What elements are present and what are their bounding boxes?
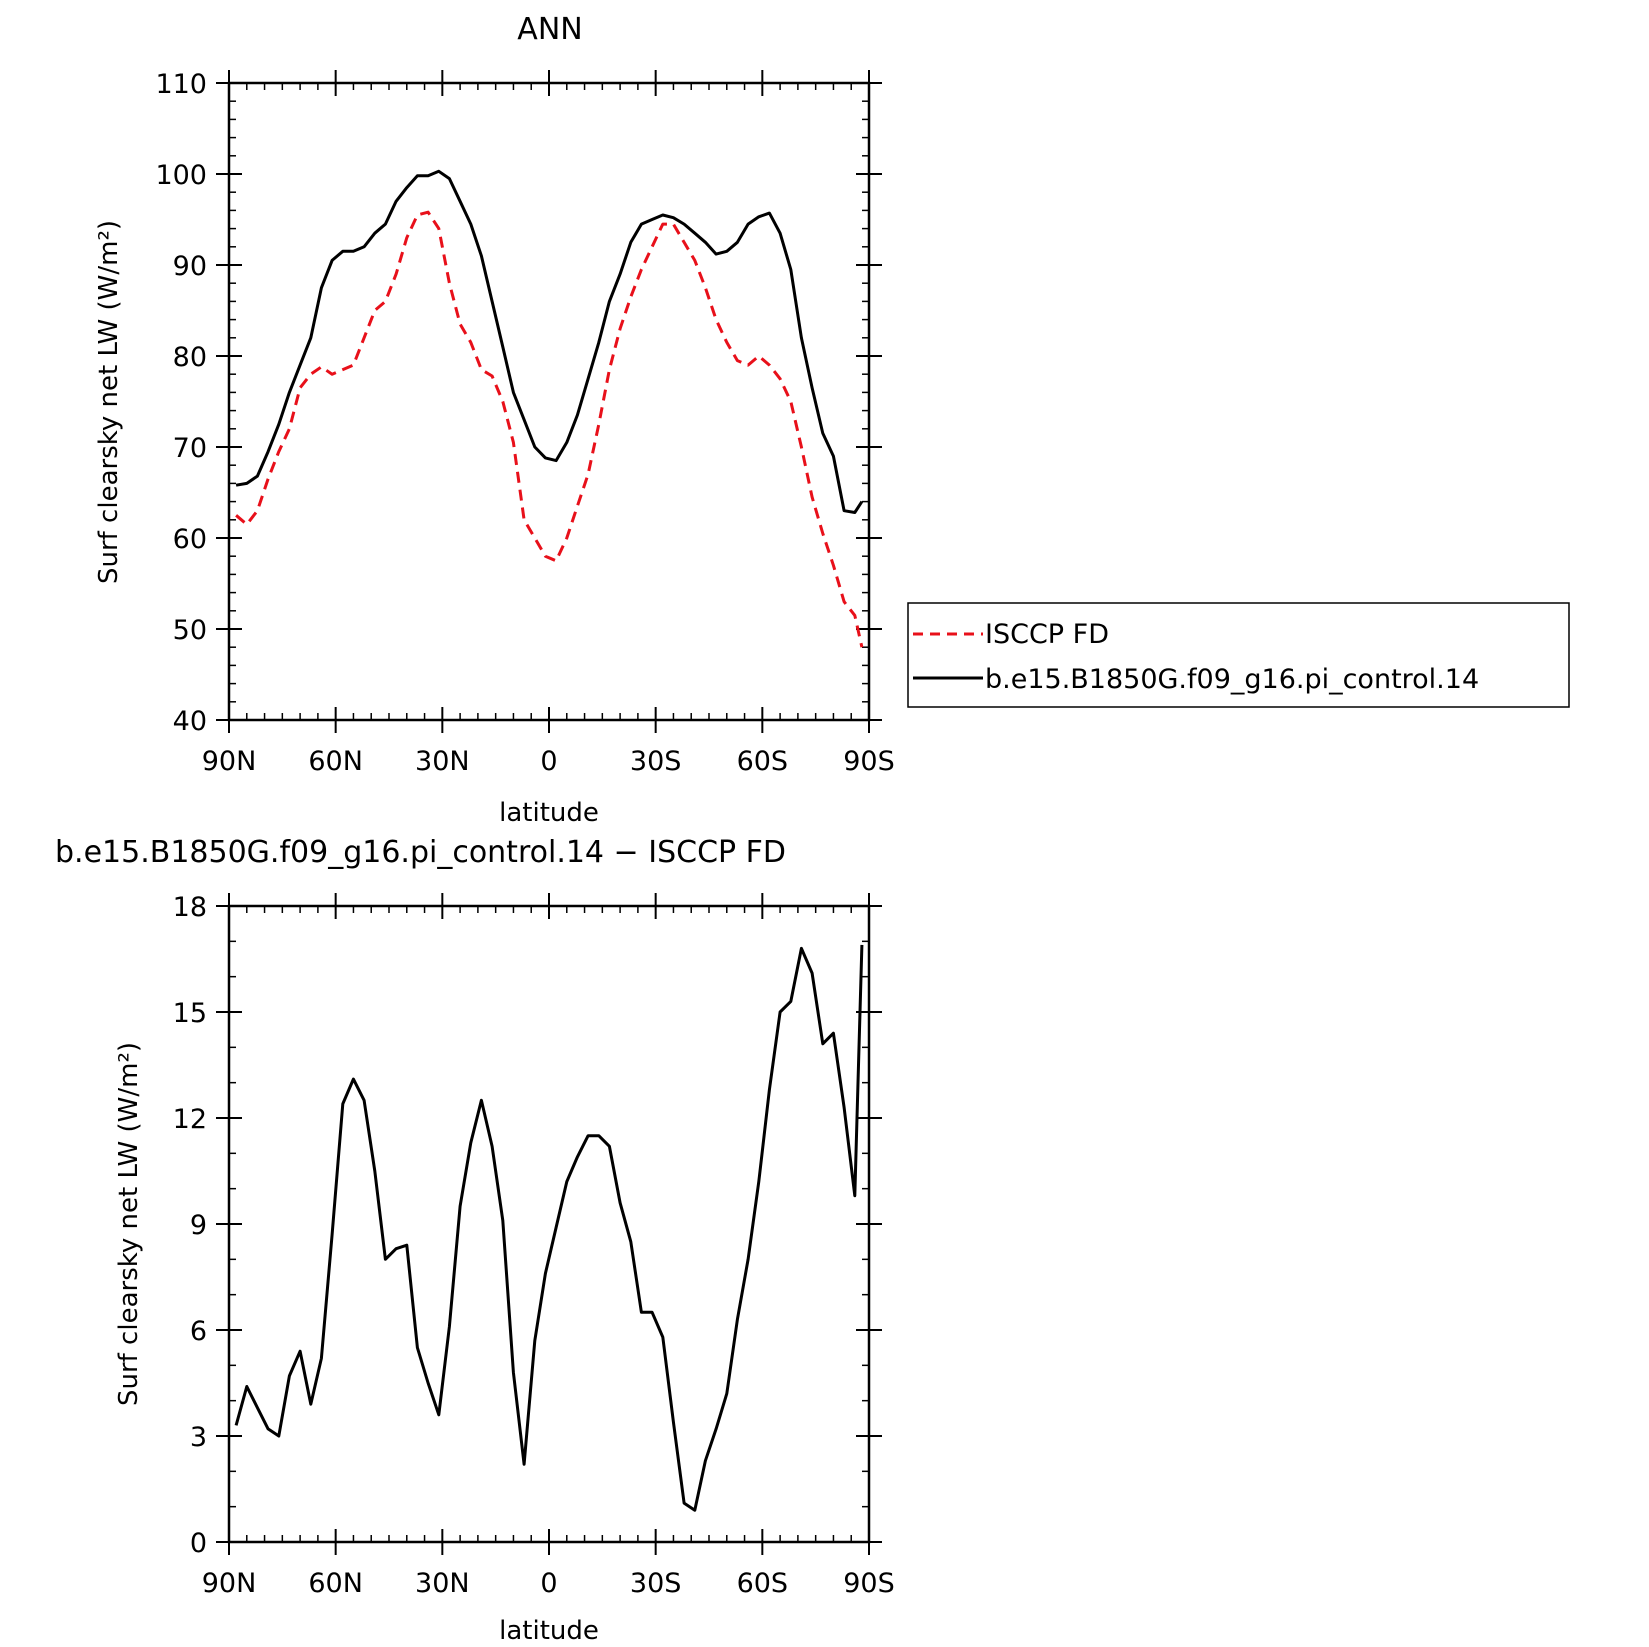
bottom-plot-frame — [227, 904, 871, 1544]
legend-label-model: b.e15.B1850G.f09_g16.pi_control.14 — [985, 664, 1479, 695]
top-y-tick-label: 110 — [155, 69, 207, 100]
top-plot-frame — [227, 81, 871, 722]
top-x-tick-label: 0 — [540, 746, 557, 777]
bottom-x-tick-label: 60N — [308, 1568, 363, 1599]
top-x-tick-label: 30N — [415, 746, 470, 777]
bottom-y-tick-label: 0 — [190, 1528, 207, 1559]
top-y-tick-label: 80 — [173, 342, 207, 373]
top-y-tick-label: 70 — [173, 433, 207, 464]
top-x-tick-label: 90N — [202, 746, 257, 777]
top-x-tick-label: 60S — [737, 746, 789, 777]
bottom-x-axis-label: latitude — [499, 1616, 599, 1646]
top-x-axis-label: latitude — [499, 798, 599, 828]
top-panel-tick-labels: 90N 60N 30N 0 30S 60S 90S 40 50 60 70 80 90 100 110 — [155, 69, 894, 777]
top-y-tick-label: 50 — [173, 615, 207, 646]
top-series-line-0 — [235, 210, 864, 648]
bottom-panel-ticks — [216, 893, 882, 1555]
top-y-axis-label: Surf clearsky net LW (W/m²) — [94, 220, 124, 584]
bottom-y-tick-label: 3 — [190, 1422, 207, 1453]
bottom-y-tick-label: 6 — [190, 1316, 207, 1347]
bottom-x-tick-label: 90S — [843, 1568, 895, 1599]
bottom-panel: b.e15.B1850G.f09_g16.pi_control.14 − ISC… — [55, 835, 895, 1646]
top-y-tick-label: 40 — [173, 706, 207, 737]
top-panel: ANN 90N 60N 30N 0 30S 60S 90S 40 50 60 70 80 90 100 11… — [94, 12, 1570, 828]
bottom-y-tick-label: 9 — [190, 1210, 207, 1241]
legend: ISCCP FD b.e15.B1850G.f09_g16.pi_control… — [907, 602, 1570, 708]
top-panel-title: ANN — [517, 12, 582, 47]
bottom-x-tick-label: 0 — [540, 1568, 557, 1599]
bottom-x-tick-label: 30N — [415, 1568, 470, 1599]
bottom-y-tick-label: 12 — [173, 1104, 207, 1135]
top-x-tick-label: 30S — [630, 746, 682, 777]
top-panel-series — [235, 169, 864, 648]
bottom-panel-tick-labels: 90N 60N 30N 0 30S 60S 90S 0 3 6 9 12 15 18 — [173, 892, 895, 1599]
top-x-tick-label: 60N — [308, 746, 363, 777]
top-x-tick-label: 90S — [843, 746, 895, 777]
top-y-tick-label: 100 — [155, 160, 207, 191]
bottom-x-tick-label: 60S — [737, 1568, 789, 1599]
bottom-y-tick-label: 15 — [173, 998, 207, 1029]
bottom-y-axis-label: Surf clearsky net LW (W/m²) — [114, 1042, 144, 1406]
bottom-panel-title: b.e15.B1850G.f09_g16.pi_control.14 − ISC… — [55, 835, 786, 870]
top-y-tick-label: 90 — [173, 251, 207, 282]
bottom-x-tick-label: 90N — [202, 1568, 257, 1599]
bottom-y-tick-label: 18 — [173, 892, 207, 923]
top-panel-ticks — [216, 70, 882, 733]
legend-box — [907, 602, 1570, 708]
bottom-series-line-0 — [234, 944, 864, 1512]
top-y-tick-label: 60 — [173, 524, 207, 555]
bottom-panel-series — [234, 944, 864, 1512]
bottom-x-tick-label: 30S — [630, 1568, 682, 1599]
top-series-line-1 — [235, 169, 864, 514]
legend-label-isccp: ISCCP FD — [985, 619, 1109, 650]
